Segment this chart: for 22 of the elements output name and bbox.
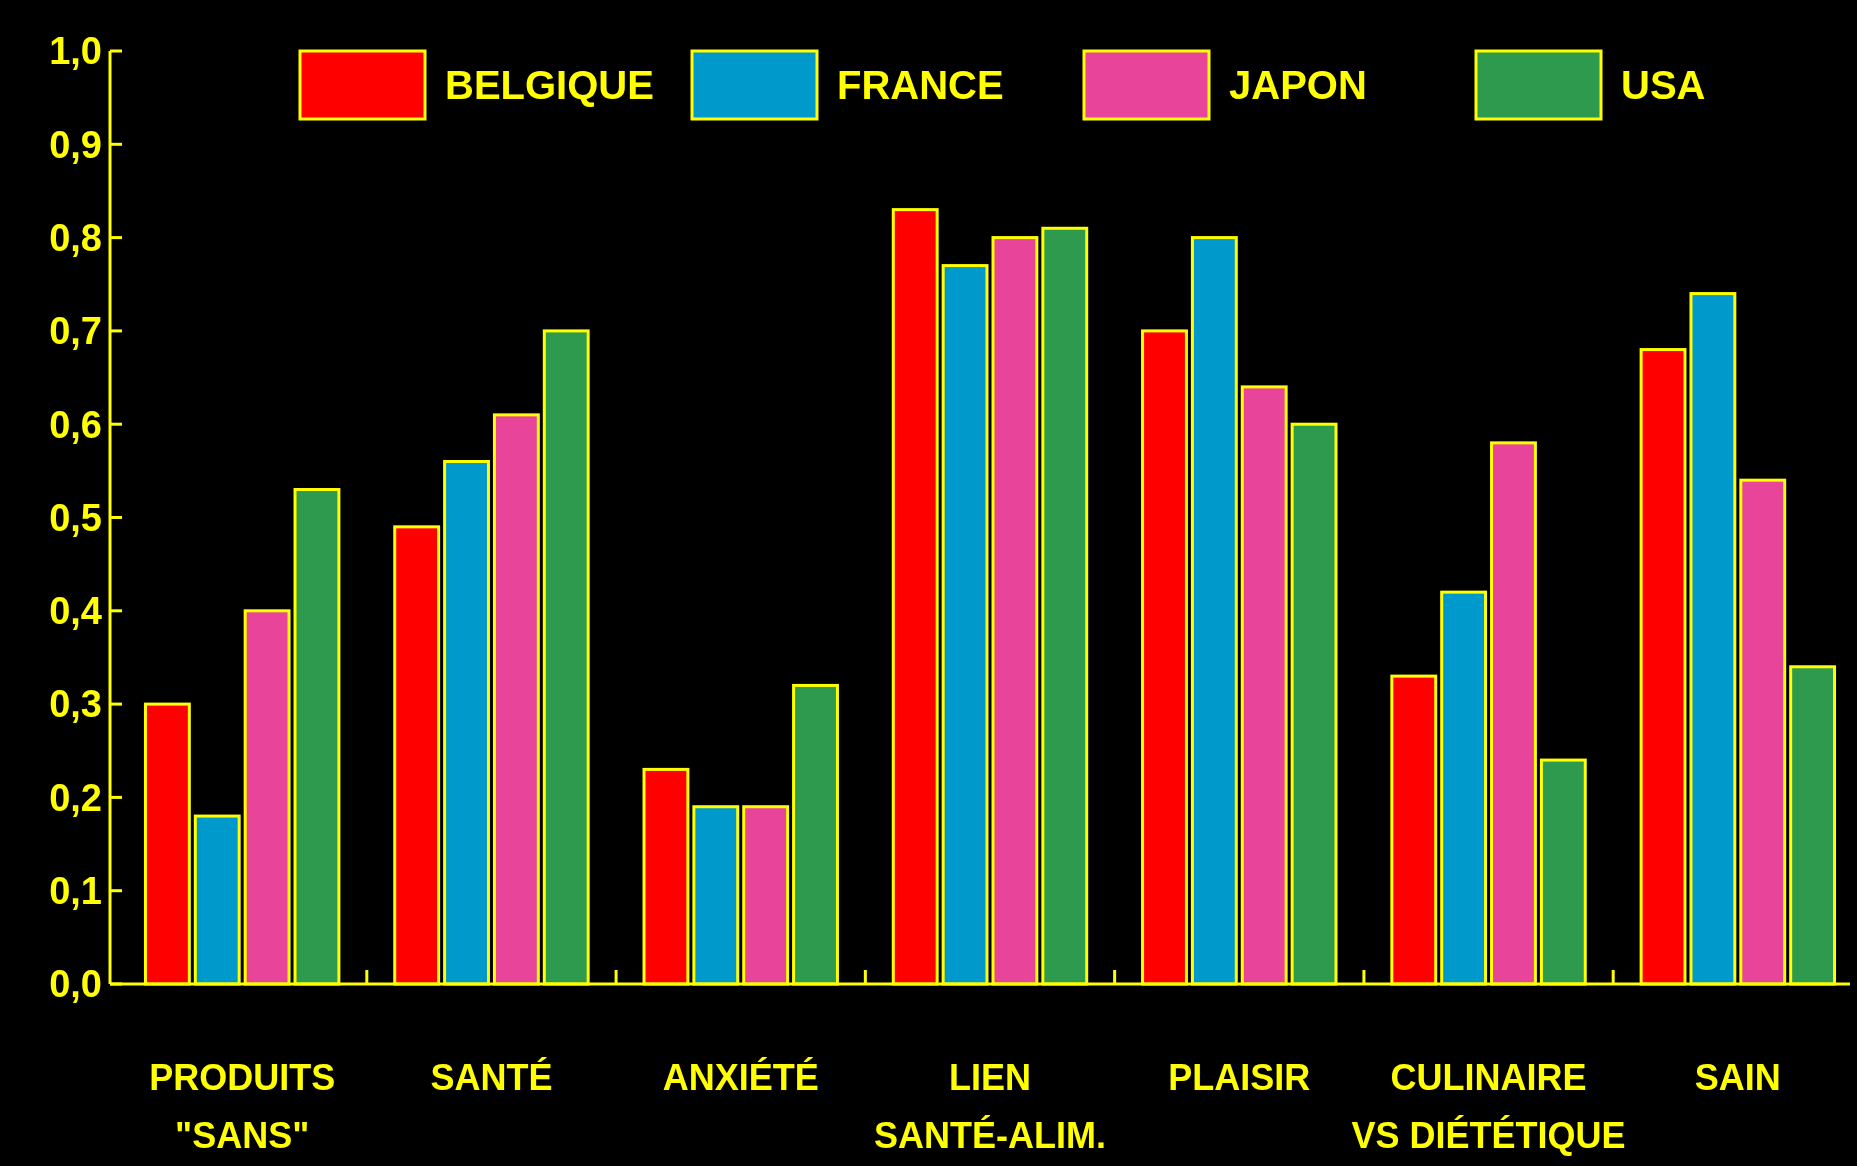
- y-tick-label: 0,4: [49, 590, 102, 633]
- y-tick-label: 0,0: [49, 963, 102, 1006]
- y-tick-label: 0,9: [49, 123, 102, 166]
- y-tick-label: 0,2: [49, 776, 102, 819]
- y-tick-label: 0,7: [49, 310, 102, 353]
- y-tick-label: 0,6: [49, 403, 102, 446]
- x-tick-label: PLAISIR: [1168, 1057, 1311, 1098]
- x-tick-label: PRODUITS "SANS": [149, 1057, 336, 1156]
- legend-label: FRANCE: [837, 63, 1004, 107]
- x-tick-label: LIEN SANTÉ-ALIM.: [874, 1057, 1106, 1156]
- x-tick-label: CULINAIRE VS DIÉTÉTIQUE: [1351, 1057, 1626, 1156]
- x-tick-label: SANTÉ: [430, 1057, 553, 1098]
- legend-label: USA: [1621, 63, 1706, 107]
- y-tick-label: 0,8: [49, 216, 102, 259]
- y-tick-label: 0,5: [49, 496, 102, 539]
- legend-label: JAPON: [1229, 63, 1367, 107]
- legend-label: BELGIQUE: [445, 63, 654, 107]
- y-tick-label: 0,1: [49, 870, 102, 912]
- x-tick-label: SAIN: [1694, 1057, 1781, 1098]
- y-tick-label: 1,0: [49, 30, 102, 73]
- y-tick-label: 0,3: [49, 683, 102, 726]
- x-tick-label: ANXIÉTÉ: [662, 1057, 819, 1098]
